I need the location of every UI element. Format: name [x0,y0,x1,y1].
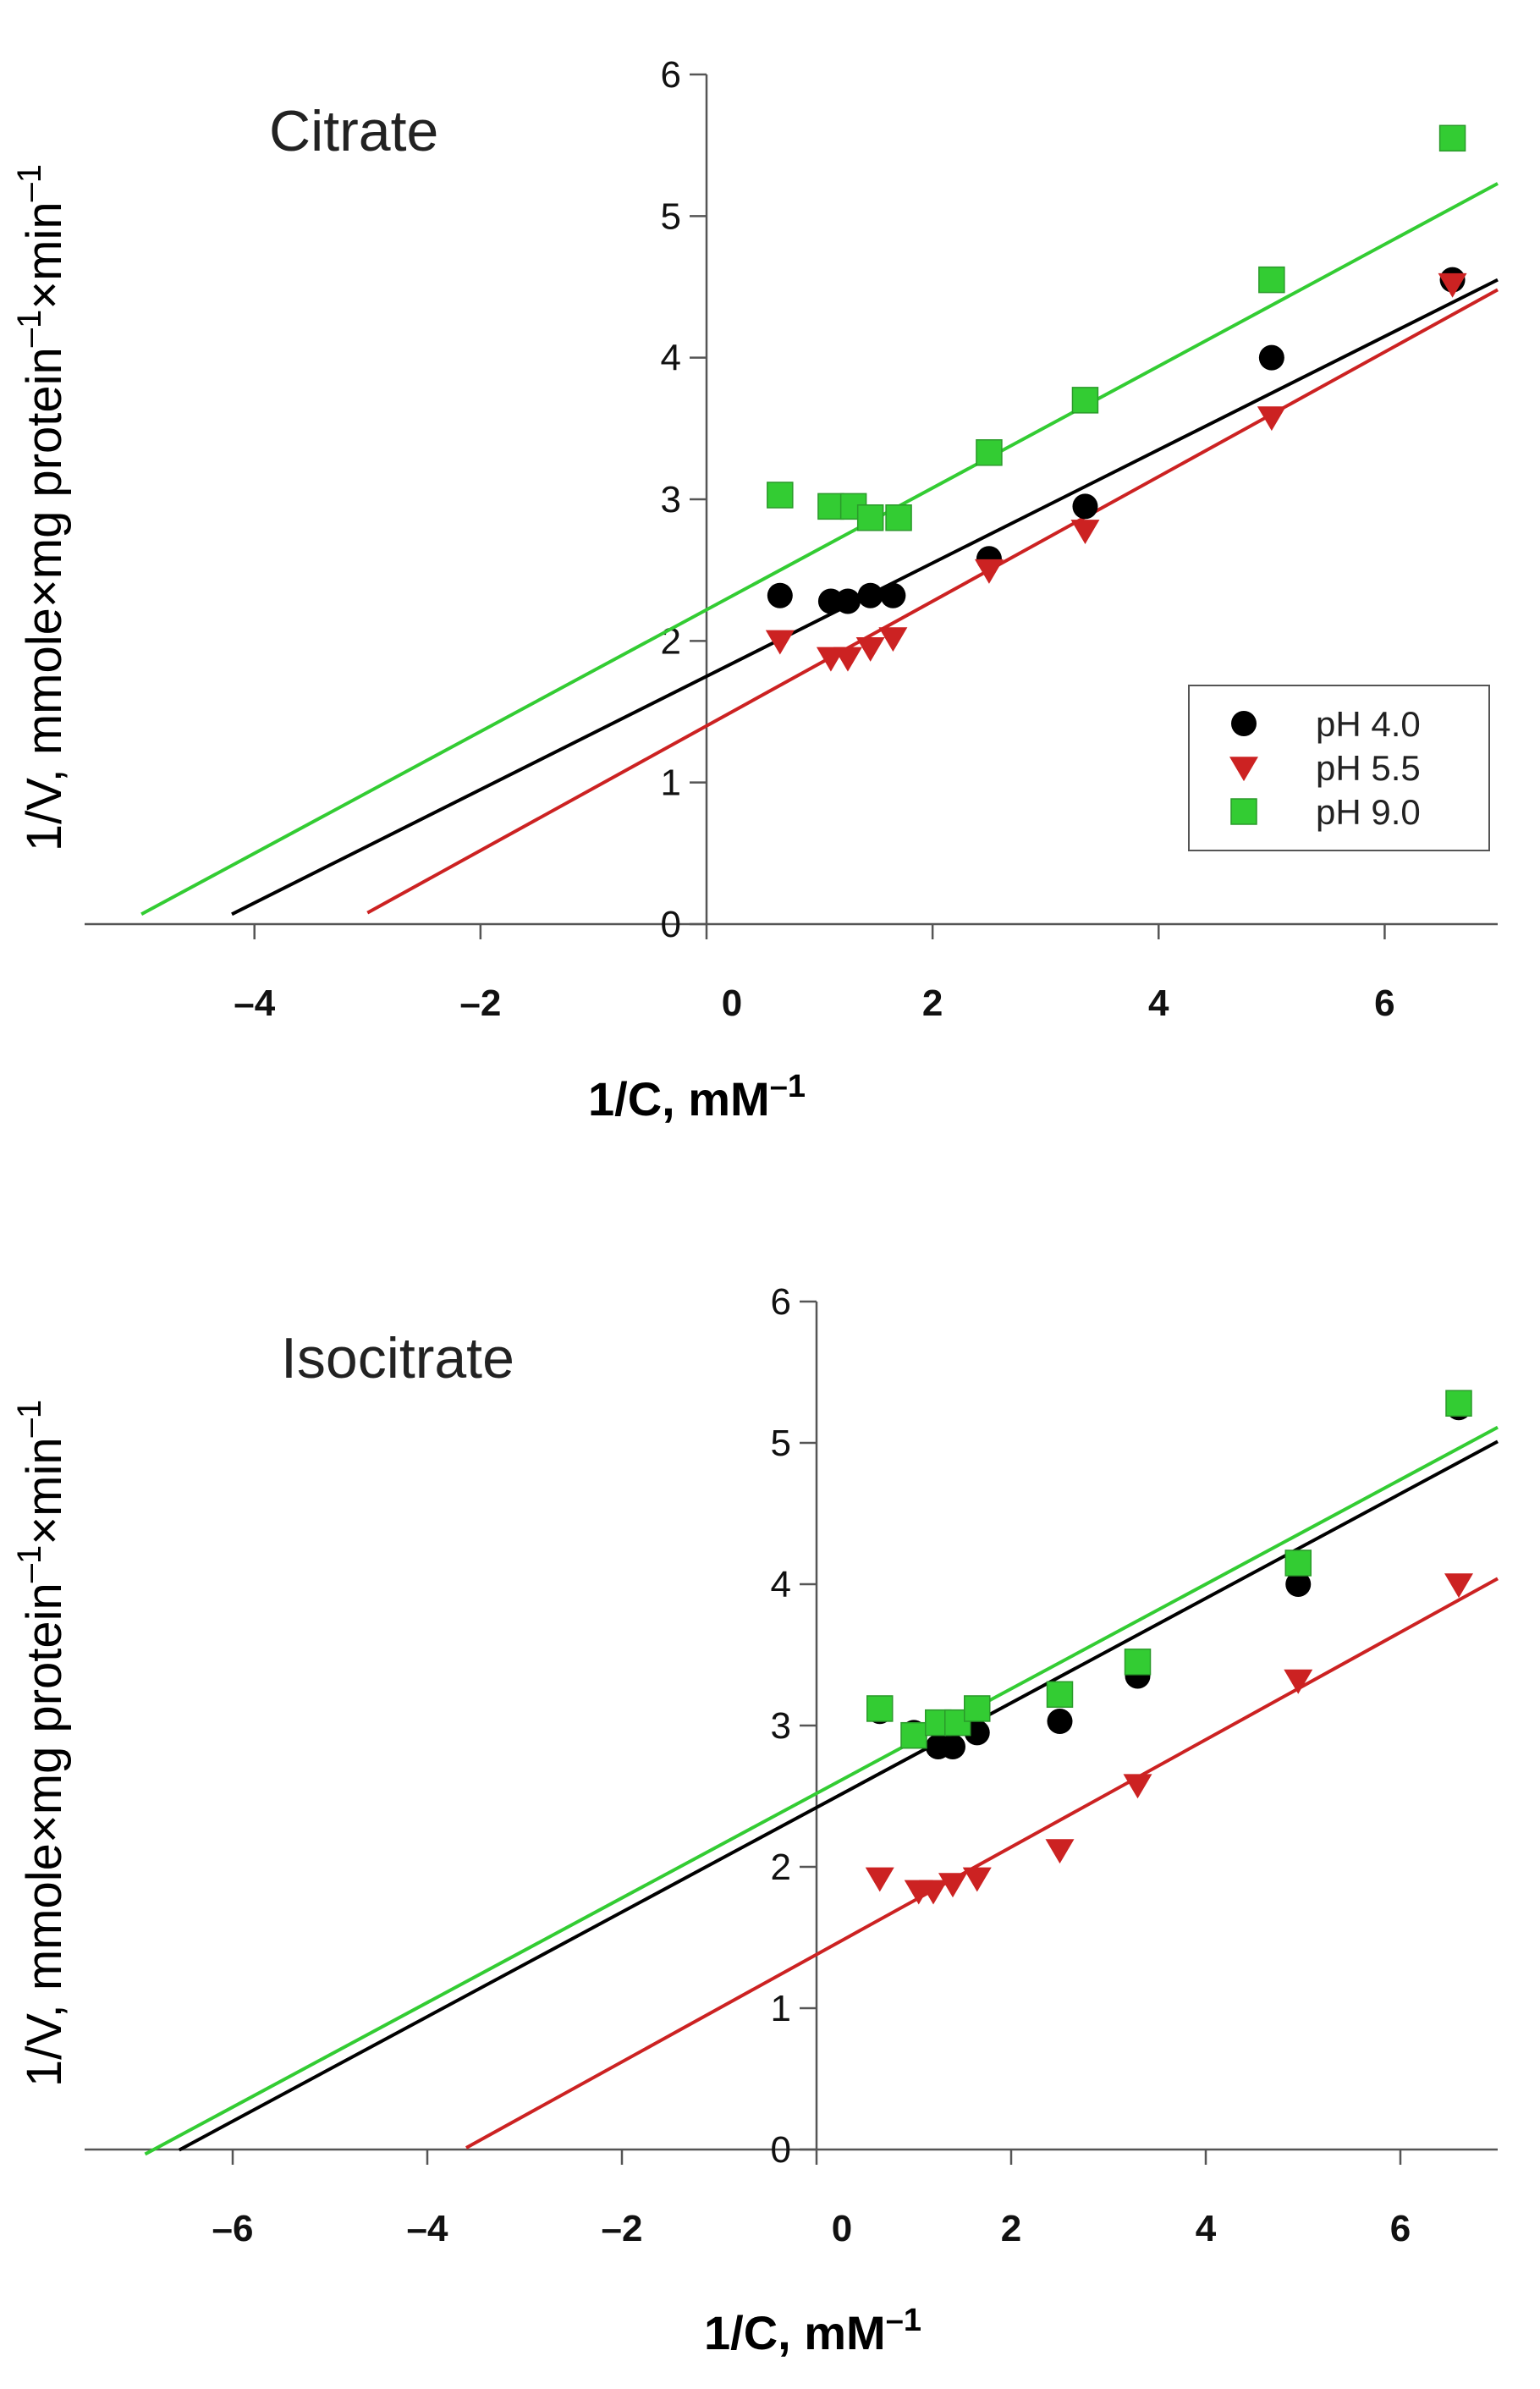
data-point [1123,1774,1152,1799]
data-point [855,636,885,662]
data-point [1445,1390,1472,1417]
y-tick-label: 6 [771,1281,791,1323]
y-tick-label: 4 [661,338,681,379]
data-point [834,588,861,614]
data-point [962,1867,992,1892]
fit-line-ph-5-5 [465,1577,1499,2150]
legend-label: pH 9.0 [1316,792,1421,832]
x-tick-label: –2 [602,2208,643,2249]
x-tick-label: 2 [922,983,943,1024]
fit-line-ph-5-5 [366,288,1499,915]
x-tick-label: 6 [1390,2208,1411,2249]
data-point [1258,266,1285,294]
data-point [900,1721,927,1749]
y-tick-label: 5 [771,1423,791,1464]
y-axis-label: 1/V, mmole×mg protein–1×min–1 [11,164,72,851]
data-point [938,1873,967,1898]
x-tick-label: –4 [234,983,275,1024]
series-ph-9-0 [767,124,1466,531]
chart-title: Isocitrate [281,1326,514,1390]
data-point [1072,493,1098,520]
data-point [1284,1669,1313,1694]
data-point [940,1734,965,1760]
x-tick-label: 0 [722,983,742,1024]
data-point [974,559,1004,584]
legend-label: pH 4.0 [1316,704,1421,744]
data-point [857,582,883,608]
data-point [1438,272,1467,298]
data-point [880,582,906,608]
data-point [1444,1573,1473,1599]
x-tick-label: –2 [459,983,501,1024]
y-tick-label: 3 [771,1705,791,1747]
data-point [765,630,795,655]
x-tick-label: 4 [1196,2208,1217,2249]
data-point [1071,387,1099,414]
data-point [1070,520,1100,544]
series-ph-4-0 [866,1395,1471,1760]
data-point [1438,124,1466,152]
data-point [1258,344,1284,371]
y-tick-label: 6 [661,54,681,96]
data-point [767,482,794,509]
data-point [976,439,1003,466]
data-point [885,504,912,531]
y-tick-label: 3 [661,479,681,520]
data-point [833,647,862,672]
data-point [1257,406,1286,432]
y-tick-label: 2 [771,1847,791,1888]
data-point [878,627,908,652]
data-point [1045,1839,1075,1864]
legend: pH 4.0pH 5.5pH 9.0 [1188,685,1490,851]
x-tick-label: 6 [1374,983,1394,1024]
y-tick-label: 0 [771,2129,791,2171]
data-point [1047,1708,1073,1734]
legend-label: pH 5.5 [1316,748,1421,788]
x-tick-label: 0 [832,2208,852,2249]
fit-line-ph-9-0 [144,1425,1499,2156]
data-point [817,493,844,520]
legend-marker [1229,757,1258,782]
fit-line-ph-4-0 [178,1439,1499,2152]
data-point [767,582,793,608]
x-tick-label: –4 [407,2208,448,2249]
chart-title: Citrate [269,99,438,163]
y-axis-label: 1/V, mmole×mg protein–1×min–1 [11,1400,72,2087]
x-axis-label: 1/C, mM–1 [588,1069,806,1126]
series-ph-5-5 [765,272,1467,672]
series-ph-5-5 [865,1573,1473,1905]
data-point [856,504,884,531]
x-tick-label: –6 [212,2208,254,2249]
data-point [919,1880,948,1905]
y-tick-label: 5 [661,195,681,237]
x-tick-label: 4 [1148,983,1169,1024]
data-point [1046,1681,1074,1709]
x-tick-label: 2 [1001,2208,1021,2249]
data-point [964,1695,991,1722]
data-point [1285,1572,1312,1597]
y-tick-label: 4 [771,1564,791,1605]
y-tick-label: 1 [661,762,681,804]
chart-panel-2: 0 1 2 3 4 5 6 –6 –4 –2 0 2 4 6 Isocitrate 1/C, mM–1 1/V,… [11,1281,1499,2359]
y-tick-label: 0 [661,904,681,945]
fit-line-ph-9-0 [140,182,1499,917]
data-point [1284,1550,1312,1577]
x-axis-label: 1/C, mM–1 [704,2303,921,2359]
data-point [865,1867,894,1892]
data-point [1124,1649,1152,1676]
series-ph-4-0 [767,267,1466,614]
y-tick-label: 1 [771,1988,791,2029]
legend-marker [1231,711,1257,736]
data-point [866,1695,894,1722]
legend-marker [1230,798,1257,825]
series-ph-9-0 [866,1390,1472,1749]
